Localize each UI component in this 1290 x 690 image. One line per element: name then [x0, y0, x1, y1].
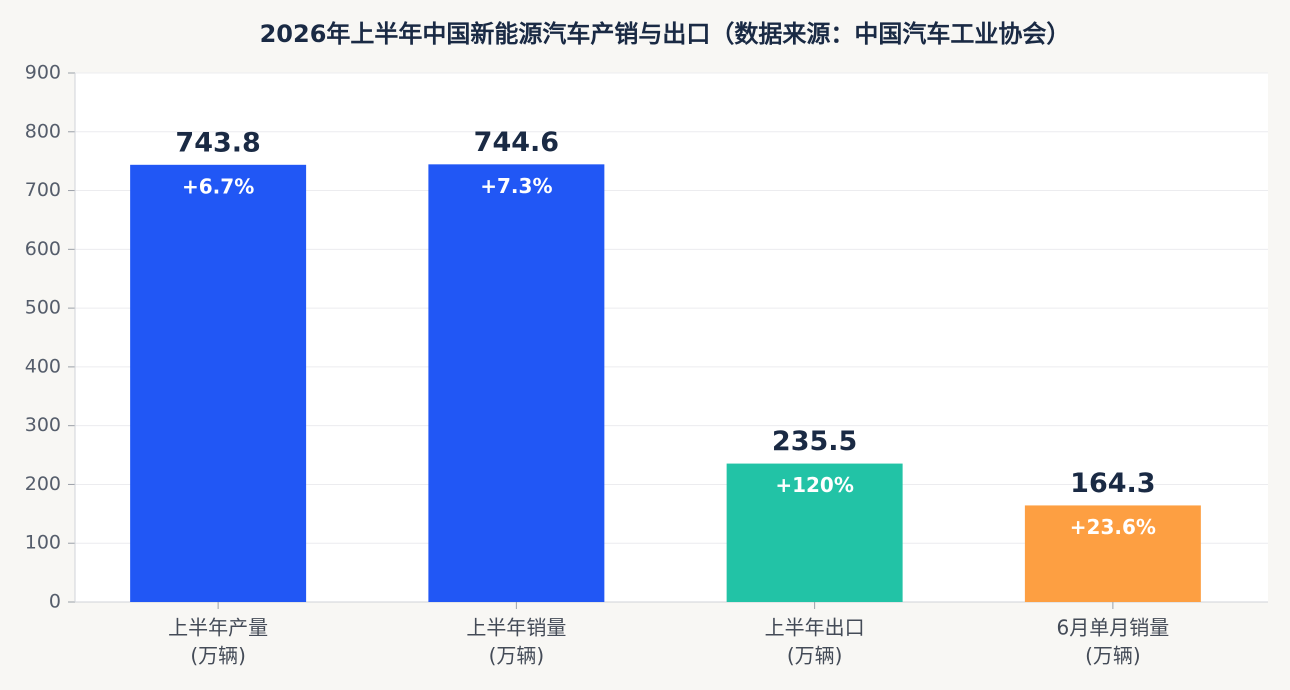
y-tick-label: 300: [25, 414, 61, 436]
y-tick-label: 100: [25, 532, 61, 554]
bar: [1024, 505, 1201, 602]
x-tick-label: 上半年产量: [168, 616, 268, 640]
growth-label: +120%: [775, 473, 854, 497]
y-tick-label: 500: [25, 297, 61, 319]
y-tick-label: 600: [25, 238, 61, 260]
x-tick-label: (万辆): [787, 644, 843, 668]
growth-label: +7.3%: [480, 174, 552, 198]
value-label: 235.5: [772, 426, 857, 457]
x-tick-label: (万辆): [190, 644, 246, 668]
growth-label: +6.7%: [182, 174, 254, 198]
x-tick-label: 6月单月销量: [1057, 616, 1170, 640]
y-tick-label: 200: [25, 473, 61, 495]
y-tick-label: 800: [25, 120, 61, 142]
chart-title: 2026年上半年中国新能源汽车产销与出口（数据来源：中国汽车工业协会）: [260, 20, 1071, 48]
x-tick-label: (万辆): [489, 644, 545, 668]
y-tick-label: 900: [25, 62, 61, 84]
y-tick-label: 0: [49, 591, 61, 613]
value-label: 743.8: [175, 127, 260, 158]
growth-label: +23.6%: [1070, 515, 1156, 539]
x-tick-label: 上半年销量: [466, 616, 566, 640]
x-tick-label: 上半年出口: [765, 616, 865, 640]
value-label: 164.3: [1070, 468, 1155, 499]
value-label: 744.6: [474, 127, 559, 158]
bar: [726, 463, 903, 602]
y-tick-label: 400: [25, 355, 61, 377]
x-tick-label: (万辆): [1085, 644, 1141, 668]
bar: [130, 164, 307, 602]
y-tick-label: 700: [25, 179, 61, 201]
bar: [428, 164, 605, 602]
